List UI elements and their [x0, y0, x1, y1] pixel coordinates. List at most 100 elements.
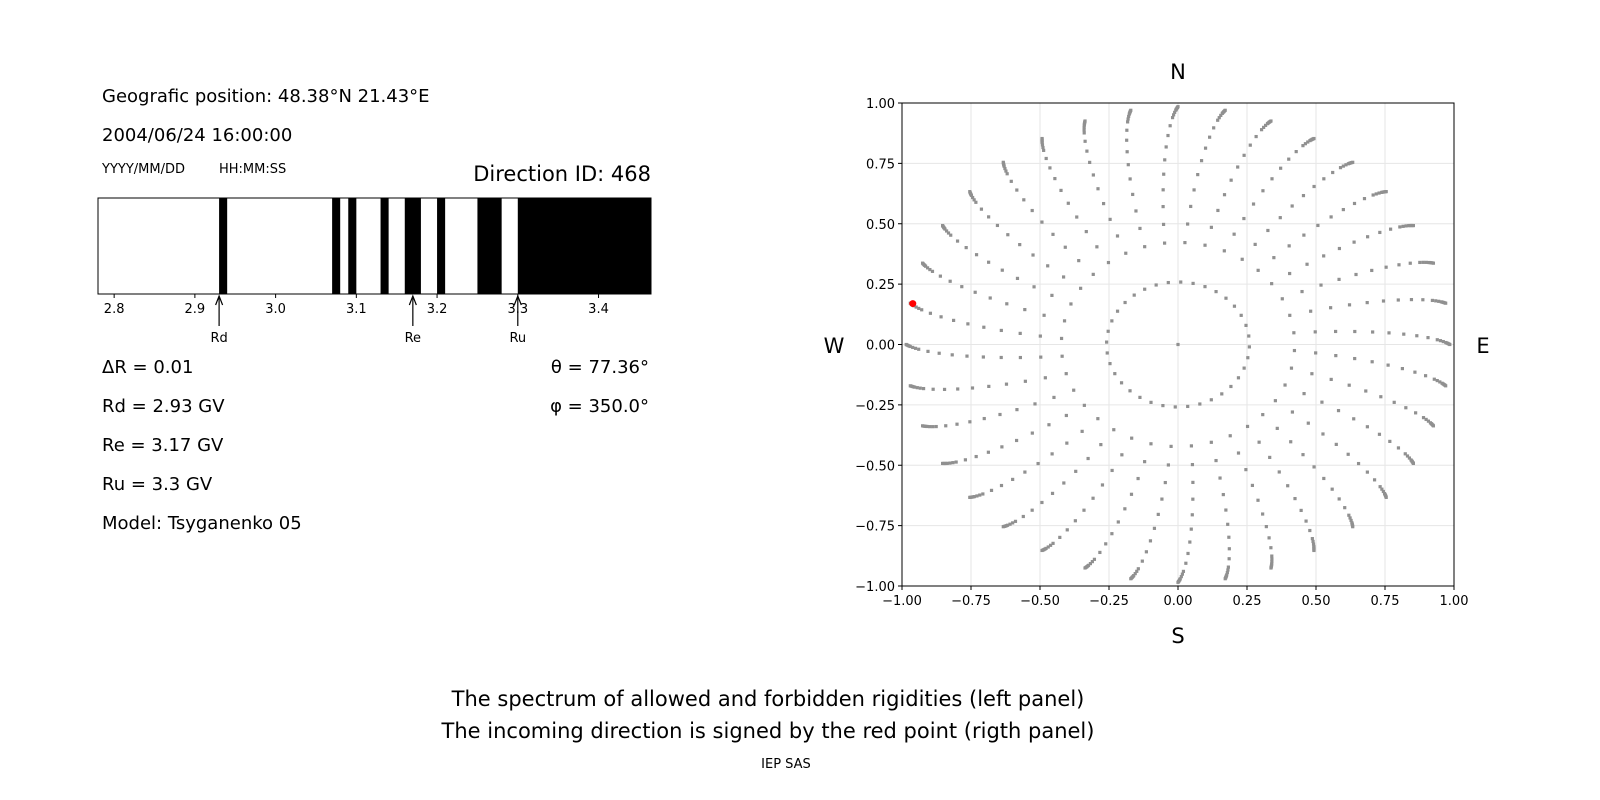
direction-point [1140, 559, 1144, 563]
direction-point [981, 355, 985, 359]
direction-point [1245, 424, 1250, 429]
direction-point [1229, 384, 1233, 389]
direction-point [917, 347, 921, 351]
direction-point [1005, 172, 1009, 176]
direction-point [995, 223, 1000, 228]
direction-point [1224, 508, 1228, 512]
direction-point [1130, 436, 1134, 440]
direction-point [1101, 201, 1106, 206]
direction-point [1319, 283, 1323, 287]
direction-point [941, 223, 945, 228]
direction-point [1414, 411, 1418, 415]
direction-point [1161, 204, 1165, 209]
direction-point [920, 308, 924, 312]
direction-point [1308, 528, 1312, 533]
direction-point [1435, 338, 1439, 342]
direction-point [1334, 354, 1338, 358]
direction-point [955, 422, 959, 426]
datetime: 2004/06/24 16:00:00 [102, 125, 292, 146]
direction-point [1181, 569, 1186, 573]
direction-point [1336, 408, 1341, 413]
direction-point [1009, 179, 1013, 183]
direction-point [955, 239, 960, 243]
direction-point [918, 386, 922, 390]
direction-point [974, 454, 978, 459]
direction-point [926, 349, 930, 353]
direction-point [1186, 551, 1190, 556]
direction-point [1338, 166, 1343, 170]
direction-point [1059, 336, 1064, 341]
geographic-position: Geografic position: 48.38°N 21.43°E [102, 86, 430, 107]
direction-point [1411, 223, 1415, 228]
direction-point [1180, 572, 1184, 576]
direction-point [1448, 342, 1452, 347]
forbidden-band [348, 198, 357, 294]
direction-point [1227, 547, 1231, 551]
direction-point [1163, 480, 1167, 485]
direction-point [1244, 323, 1248, 327]
direction-point [1190, 462, 1195, 467]
x-tick-label: −0.75 [951, 594, 991, 609]
direction-point [1289, 440, 1293, 444]
direction-point [1287, 157, 1291, 161]
west-label: W [824, 334, 845, 358]
direction-point [948, 279, 952, 283]
direction-point [1229, 178, 1233, 182]
direction-point [1176, 105, 1180, 109]
direction-point [1008, 522, 1012, 526]
direction-point [1125, 150, 1129, 154]
delta-r: ΔR = 0.01 [102, 357, 193, 378]
direction-point [1341, 207, 1345, 212]
rigidity-spectrum-chart: 2.8 2.9 3.0 3.1 3.2 3.3 3.4Rd Re Ru [97, 197, 652, 346]
direction-point [1247, 334, 1251, 338]
direction-point [1270, 554, 1274, 558]
x-tick-label: −0.50 [1020, 594, 1060, 609]
direction-point [979, 207, 984, 211]
direction-point [1372, 478, 1377, 482]
direction-point [1129, 492, 1134, 496]
x-tick-label: 0.25 [1233, 594, 1262, 609]
date-format-label: YYYY/MM/DD [101, 162, 185, 177]
direction-point [1398, 225, 1402, 229]
arrowhead-icon [513, 294, 522, 306]
direction-point [1316, 223, 1320, 228]
direction-point [1430, 298, 1435, 303]
direction-point [1091, 173, 1095, 177]
direction-point [1306, 140, 1310, 144]
direction-point [1378, 485, 1382, 489]
north-label: N [1170, 60, 1186, 84]
direction-point [1404, 406, 1408, 410]
direction-point [1288, 271, 1292, 276]
y-tick-label: −0.75 [855, 520, 895, 535]
direction-point [1064, 413, 1068, 418]
direction-point [941, 461, 945, 466]
direction-point [1236, 451, 1241, 455]
direction-point [1046, 264, 1050, 268]
direction-point [1112, 428, 1116, 432]
direction-point [1380, 487, 1384, 491]
direction-point [1060, 354, 1064, 358]
direction-point [928, 267, 932, 272]
direction-point [998, 412, 1002, 417]
direction-point [1086, 456, 1090, 461]
direction-point [1223, 577, 1227, 581]
direction-point [1403, 452, 1407, 456]
direction-point [1322, 254, 1326, 258]
direction-point [1148, 539, 1153, 543]
direction-point [1041, 145, 1045, 150]
direction-point [1006, 233, 1010, 237]
direction-point [1001, 525, 1005, 529]
direction-point [1161, 222, 1166, 227]
south-label: S [1171, 624, 1184, 648]
direction-point [1040, 548, 1044, 553]
direction-point [1168, 124, 1172, 128]
direction-point [1013, 519, 1018, 523]
direction-point [1125, 128, 1129, 132]
direction-point [1166, 463, 1170, 467]
direction-point [1123, 300, 1127, 305]
direction-point [1131, 192, 1135, 197]
direction-point [1023, 307, 1027, 312]
x-tick-label: 0.50 [1302, 594, 1331, 609]
direction-point [1132, 293, 1136, 297]
y-tick-label: −1.00 [855, 580, 895, 595]
